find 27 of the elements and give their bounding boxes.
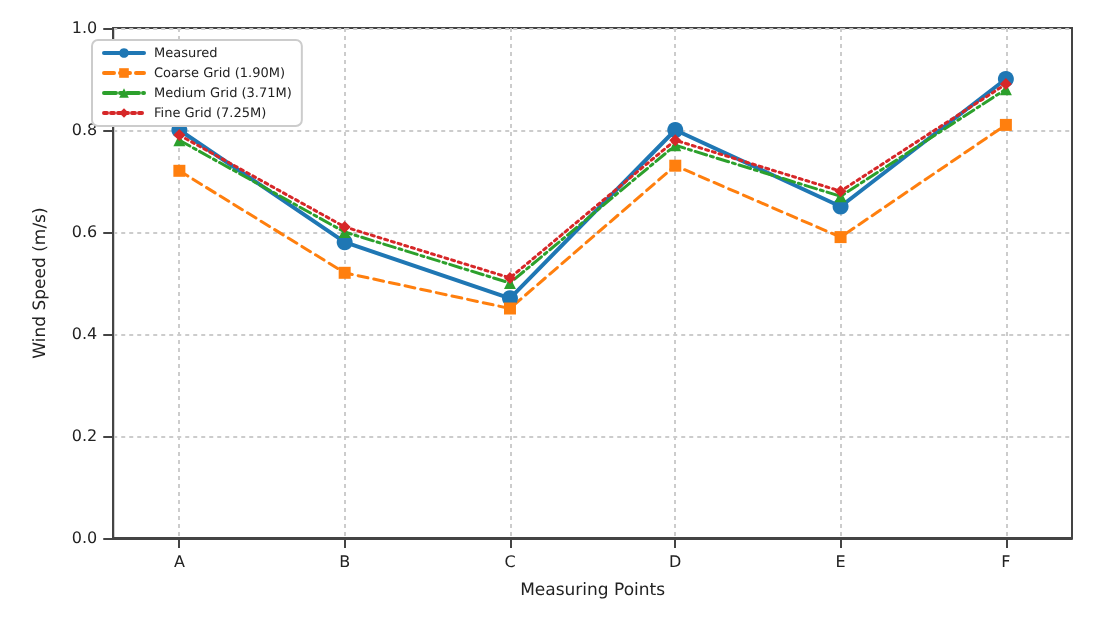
point <box>669 134 682 147</box>
x-tick-label: F <box>1001 553 1012 571</box>
x-tick-label: E <box>835 553 846 571</box>
point <box>173 164 186 177</box>
point <box>834 185 847 198</box>
point <box>999 78 1012 91</box>
point <box>173 129 186 142</box>
point <box>338 220 351 233</box>
point <box>503 302 516 315</box>
point <box>667 122 684 138</box>
x-axis-title: Measuring Points <box>520 581 667 601</box>
y-tick-label: 0.2 <box>71 427 98 445</box>
point <box>669 159 682 172</box>
point <box>834 231 847 244</box>
y-tick-label: 0.8 <box>71 121 98 139</box>
point <box>503 271 516 284</box>
x-tick-label: D <box>669 553 682 571</box>
x-tick-label: C <box>504 553 517 571</box>
point <box>999 118 1012 131</box>
point <box>338 266 351 279</box>
y-tick-label: 0.0 <box>71 529 98 547</box>
x-tick-label: B <box>339 553 351 571</box>
x-tick-label: A <box>173 553 186 571</box>
y-tick-label: 0.4 <box>71 325 98 343</box>
y-tick-label: 1.0 <box>71 19 98 37</box>
y-tick-label: 0.6 <box>71 223 98 241</box>
y-axis-title: Wind Speed (m/s) <box>31 207 51 359</box>
